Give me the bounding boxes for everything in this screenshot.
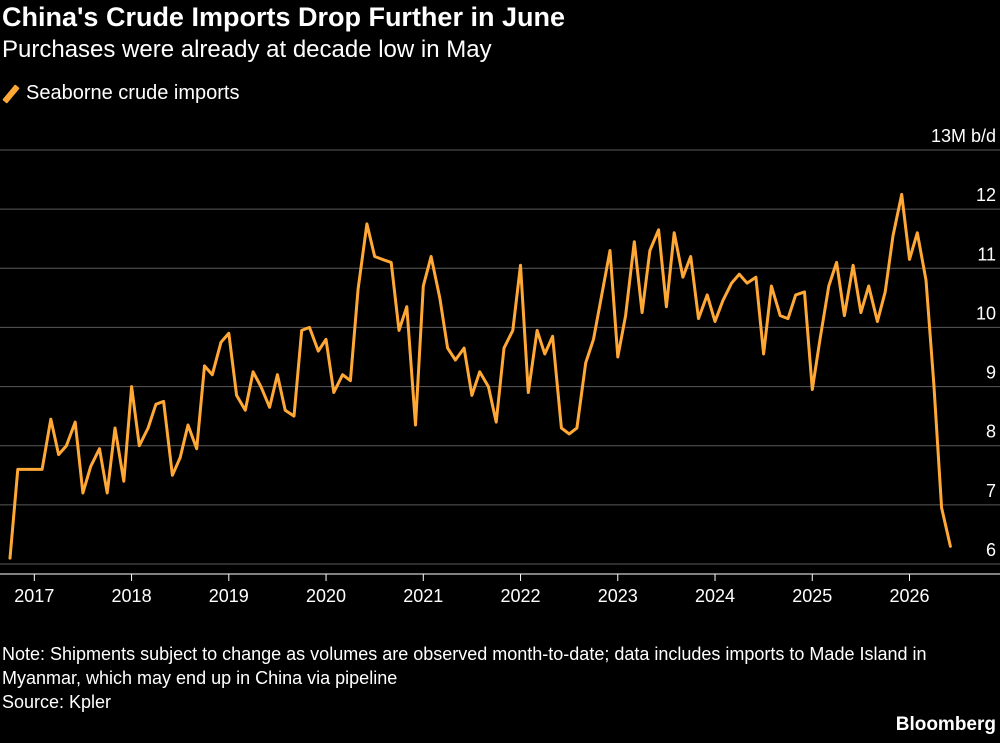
x-tick-label: 2025 [792, 586, 832, 606]
x-tick-label: 2017 [14, 586, 54, 606]
x-tick-label: 2021 [403, 586, 443, 606]
chart-note: Note: Shipments subject to change as vol… [2, 644, 927, 688]
x-tick-label: 2026 [889, 586, 929, 606]
y-tick-label: 9 [986, 363, 996, 383]
legend-label: Seaborne crude imports [26, 82, 240, 104]
series-line-seaborne-crude-imports [8, 192, 952, 560]
x-tick-label: 2023 [598, 586, 638, 606]
y-tick-label: 6 [986, 540, 996, 560]
x-tick-label: 2022 [501, 586, 541, 606]
y-tick-label: 7 [986, 481, 996, 501]
bloomberg-logo: Bloomberg [895, 714, 996, 735]
x-tick-label: 2018 [112, 586, 152, 606]
chart-subtitle: Purchases were already at decade low in … [2, 36, 492, 63]
x-tick-label: 2019 [209, 586, 249, 606]
y-tick-label: 11 [977, 244, 996, 264]
y-tick-label: 8 [986, 422, 996, 442]
y-tick-label: 12 [976, 185, 996, 205]
y-tick-label: 13M b/d [931, 126, 996, 146]
line-chart: 6 7 8 9 10 11 12 13M b/d 2017 2018 2019 2020 2021 202… [0, 126, 1000, 606]
legend-swatch [2, 83, 20, 104]
chart-title: China's Crude Imports Drop Further in Ju… [2, 2, 565, 32]
legend: Seaborne crude imports [2, 82, 240, 105]
x-tick-label: 2024 [695, 586, 735, 606]
x-tick-label: 2020 [306, 586, 346, 606]
chart-source: Source: Kpler [2, 692, 112, 712]
y-tick-label: 10 [976, 303, 996, 323]
